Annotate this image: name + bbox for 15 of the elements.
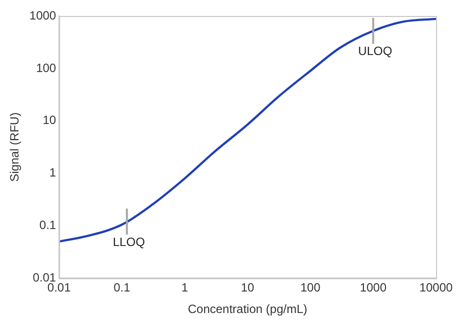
annotation: LLOQ xyxy=(112,234,145,249)
x-tick-label: 0.1 xyxy=(114,280,131,295)
x-tick-label: 100 xyxy=(300,280,321,295)
annotation: ULOQ xyxy=(358,44,392,58)
x-tick-label: 10000 xyxy=(419,280,454,295)
y-tick-label: 1000 xyxy=(29,8,56,22)
y-tick-label: 10 xyxy=(42,113,56,128)
x-tick-label: 10 xyxy=(240,280,255,295)
y-tick-label: 100 xyxy=(36,60,56,75)
x-axis-title: Concentration (pg/mL) xyxy=(188,302,308,316)
y-tick-label: 1 xyxy=(49,166,56,180)
y-axis-title: Signal (RFU) xyxy=(8,112,22,182)
y-tick-label: 0.1 xyxy=(39,218,56,232)
x-tick-label: 1 xyxy=(181,280,188,295)
x-tick-label: 1000 xyxy=(360,280,387,295)
